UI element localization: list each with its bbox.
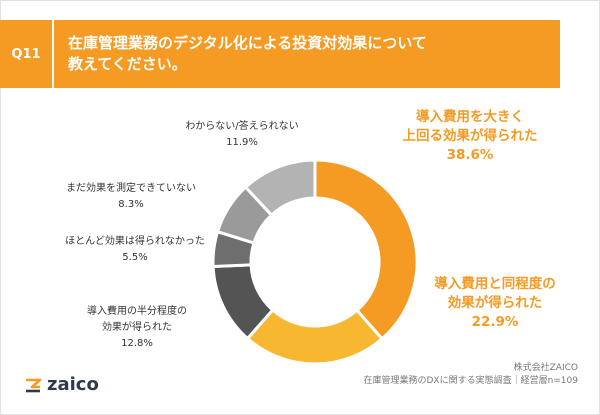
slice-label-4: まだ効果を測定できていない 8.3%	[46, 181, 216, 213]
slice-label-2-line2: 効果が得られた	[102, 322, 172, 333]
slice-label-0: 導入費用を大きく 上回る効果が得られた 38.6%	[385, 108, 555, 165]
slice-label-0-line1: 導入費用を大きく	[416, 109, 524, 125]
slice-label-1-line2: 効果が得られた	[447, 295, 543, 311]
question-header: Q11 在庫管理業務のデジタル化による投資対効果について 教えてください。	[0, 20, 560, 88]
slice-label-2-line1: 導入費用の半分程度の	[87, 306, 187, 317]
slice-label-0-line2: 上回る効果が得られた	[402, 128, 538, 144]
slice-value-0: 38.6%	[446, 147, 494, 163]
zaico-logo-icon	[26, 378, 42, 392]
slice-value-4: 8.3%	[118, 199, 144, 210]
question-title: 在庫管理業務のデジタル化による投資対効果について 教えてください。	[54, 33, 538, 75]
footer-company: 株式会社ZAICO	[513, 363, 578, 373]
question-title-line2: 教えてください。	[68, 55, 187, 73]
slice-label-5: わからない/答えられない 11.9%	[172, 119, 312, 151]
slice-label-5-line1: わからない/答えられない	[185, 121, 299, 132]
slice-label-1-line1: 導入費用と同程度の	[434, 276, 556, 292]
footer-survey: 在庫管理業務のDXに関する実態調査｜経営層n=109	[363, 376, 578, 386]
zaico-logo: zaico	[24, 374, 99, 395]
question-number-badge: Q11	[0, 20, 54, 88]
donut-slice-5	[243, 158, 317, 218]
footer-source: 株式会社ZAICO 在庫管理業務のDXに関する実態調査｜経営層n=109	[363, 362, 578, 388]
question-title-line1: 在庫管理業務のデジタル化による投資対効果について	[68, 34, 427, 52]
slice-label-3-line1: ほとんど効果は得られなかった	[65, 236, 205, 247]
logo-text: zaico	[47, 374, 99, 395]
slice-value-3: 5.5%	[122, 252, 148, 263]
slice-label-4-line1: まだ効果を測定できていない	[66, 183, 196, 194]
slice-label-2: 導入費用の半分程度の 効果が得られた 12.8%	[72, 304, 202, 352]
donut-slice-0	[313, 158, 419, 342]
slice-label-1: 導入費用と同程度の 効果が得られた 22.9%	[420, 275, 570, 332]
slice-value-2: 12.8%	[121, 338, 153, 349]
slice-value-5: 11.9%	[226, 137, 258, 148]
slice-value-1: 22.9%	[471, 314, 519, 330]
donut-slice-1	[245, 307, 385, 366]
slice-label-3: ほとんど効果は得られなかった 5.5%	[50, 234, 220, 266]
